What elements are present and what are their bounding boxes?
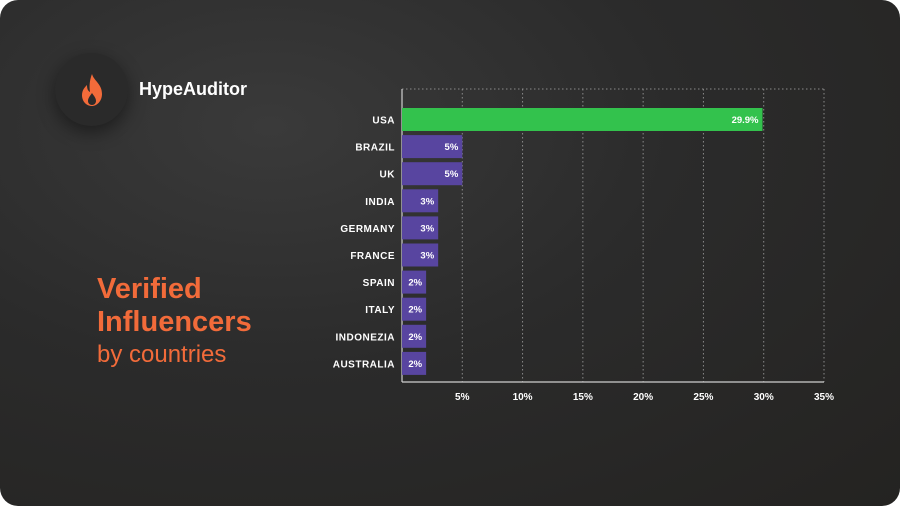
category-label: UK [380, 170, 396, 181]
category-label: BRAZIL [355, 143, 395, 154]
x-tick-label: 25% [693, 392, 713, 403]
bar [402, 216, 439, 240]
data-label: 29.9% [732, 115, 759, 126]
data-label: 2% [408, 359, 422, 370]
headline-subtitle: by countries [97, 341, 227, 368]
bar [402, 324, 427, 348]
x-tick-label: 5% [455, 392, 470, 403]
data-label: 3% [420, 223, 434, 234]
bar [402, 162, 463, 186]
data-label: 5% [445, 142, 459, 153]
bar [402, 351, 427, 375]
x-tick-label: 20% [633, 392, 653, 403]
data-label: 3% [420, 196, 434, 207]
bar [402, 108, 763, 131]
category-label: USA [372, 116, 395, 127]
x-tick-label: 35% [814, 392, 834, 403]
category-label: AUSTRALIA [333, 359, 395, 370]
x-tick-label: 10% [513, 392, 533, 403]
brand-name: HypeAuditor [139, 79, 247, 99]
category-label: ITALY [365, 305, 395, 316]
x-tick-label: 15% [573, 392, 593, 403]
data-label: 2% [408, 278, 422, 289]
category-label: INDIA [365, 197, 395, 208]
flame-icon [81, 73, 102, 106]
bar [402, 135, 463, 159]
data-label: 2% [408, 305, 422, 316]
data-label: 3% [420, 251, 434, 262]
bar [402, 270, 427, 294]
headline-line-1: Verified [97, 273, 202, 305]
bar [402, 297, 427, 321]
x-tick-label: 30% [754, 392, 774, 403]
bars [402, 108, 763, 375]
grid [401, 88, 825, 383]
data-label: 5% [445, 169, 459, 180]
headline-line-2: Influencers [97, 306, 252, 338]
bar [402, 189, 439, 213]
headline: Verified Influencers [97, 273, 252, 339]
category-label: INDONEZIA [336, 332, 396, 343]
labels: 5% 10% 15% 20% 25% 30% 35% USA 29.9% BRAZIL 5% UK 5%… [333, 115, 834, 403]
category-label: FRANCE [350, 251, 395, 262]
category-label: SPAIN [363, 278, 395, 289]
bar [402, 243, 439, 267]
logo-badge [55, 53, 128, 126]
data-label: 2% [408, 332, 422, 343]
category-label: GERMANY [340, 224, 395, 235]
